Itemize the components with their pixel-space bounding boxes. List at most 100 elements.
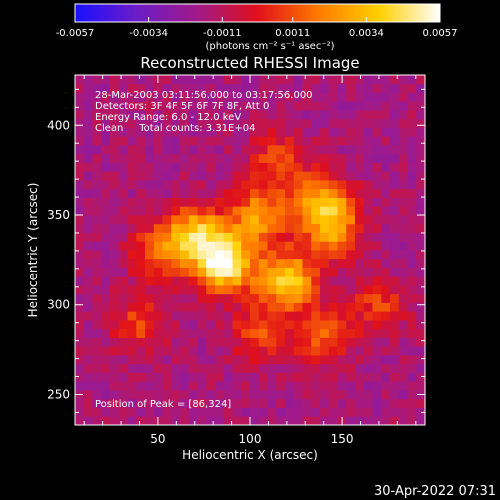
heatmap-cell <box>355 416 365 426</box>
heatmap-cell <box>75 241 85 251</box>
heatmap-cell <box>171 206 181 216</box>
heatmap-cell <box>293 363 303 373</box>
heatmap-cell <box>223 162 233 172</box>
heatmap-cell <box>232 250 242 260</box>
heatmap-cell <box>92 232 102 242</box>
heatmap-cell <box>127 127 137 137</box>
heatmap-cell <box>145 267 155 277</box>
heatmap-cell <box>188 188 198 198</box>
heatmap-cell <box>215 153 225 163</box>
heatmap-cell <box>285 267 295 277</box>
heatmap-cell <box>101 407 111 417</box>
heatmap-cell <box>267 180 277 190</box>
heatmap-cell <box>75 153 85 163</box>
heatmap-cell <box>381 197 391 207</box>
heatmap-cell <box>136 258 146 268</box>
heatmap-cell <box>267 258 277 268</box>
heatmap-cell <box>390 223 400 233</box>
heatmap-cell <box>206 188 216 198</box>
heatmap-cell <box>407 250 417 260</box>
heatmap-cell <box>346 416 356 426</box>
heatmap-cell <box>92 241 102 251</box>
heatmap-cell <box>293 136 303 146</box>
heatmap-cell <box>302 398 312 408</box>
heatmap-cell <box>337 153 347 163</box>
heatmap-cell <box>293 302 303 312</box>
heatmap-cell <box>293 390 303 400</box>
heatmap-cell <box>180 302 190 312</box>
heatmap-cell <box>363 276 373 286</box>
heatmap-cell <box>180 337 190 347</box>
heatmap-cell <box>276 171 286 181</box>
heatmap-cell <box>180 407 190 417</box>
heatmap-cell <box>232 285 242 295</box>
heatmap-cell <box>118 328 128 338</box>
heatmap-cell <box>215 171 225 181</box>
heatmap-cell <box>83 232 93 242</box>
heatmap-cell <box>346 346 356 356</box>
heatmap-cell <box>171 320 181 330</box>
heatmap-cell <box>285 127 295 137</box>
heatmap-cell <box>188 75 198 85</box>
heatmap-cell <box>162 285 172 295</box>
heatmap-cell <box>398 145 408 155</box>
heatmap-cell <box>180 118 190 128</box>
heatmap-cell <box>197 258 207 268</box>
heatmap-cell <box>320 311 330 321</box>
heatmap-cell <box>215 302 225 312</box>
heatmap-cell <box>197 153 207 163</box>
heatmap-cell <box>83 110 93 120</box>
heatmap-cell <box>197 75 207 85</box>
heatmap-cell <box>267 320 277 330</box>
heatmap-cell <box>250 302 260 312</box>
heatmap-cell <box>381 267 391 277</box>
heatmap-cell <box>407 407 417 417</box>
heatmap-cell <box>136 363 146 373</box>
heatmap-cell <box>267 101 277 111</box>
heatmap-cell <box>398 206 408 216</box>
heatmap-cell <box>75 206 85 216</box>
heatmap-cell <box>110 416 120 426</box>
heatmap-cell <box>328 250 338 260</box>
heatmap-cell <box>153 162 163 172</box>
heatmap-cell <box>276 215 286 225</box>
heatmap-cell <box>390 372 400 382</box>
heatmap-cell <box>83 197 93 207</box>
heatmap-cell <box>293 110 303 120</box>
heatmap-cell <box>92 206 102 216</box>
heatmap-cell <box>407 267 417 277</box>
heatmap-cell <box>197 118 207 128</box>
heatmap-cell <box>223 206 233 216</box>
heatmap-cell <box>258 180 268 190</box>
heatmap-cell <box>145 92 155 102</box>
heatmap-cell <box>153 250 163 260</box>
heatmap-cell <box>416 197 426 207</box>
heatmap-cell <box>311 337 321 347</box>
heatmap-cell <box>285 258 295 268</box>
heatmap-cell <box>267 145 277 155</box>
heatmap-cell <box>136 92 146 102</box>
heatmap-cell <box>390 381 400 391</box>
heatmap-cell <box>328 83 338 93</box>
heatmap-cell <box>110 258 120 268</box>
heatmap-cell <box>398 276 408 286</box>
heatmap-cell <box>223 153 233 163</box>
heatmap-cell <box>127 302 137 312</box>
heatmap-cell <box>398 241 408 251</box>
heatmap-cell <box>118 162 128 172</box>
heatmap-cell <box>92 83 102 93</box>
heatmap-cell <box>118 320 128 330</box>
heatmap-cell <box>390 302 400 312</box>
heatmap-cell <box>407 363 417 373</box>
heatmap-cell <box>267 83 277 93</box>
heatmap-cell <box>188 197 198 207</box>
heatmap-cell <box>407 188 417 198</box>
heatmap-cell <box>293 250 303 260</box>
heatmap-cell <box>398 346 408 356</box>
heatmap-cell <box>407 311 417 321</box>
heatmap-cell <box>311 346 321 356</box>
heatmap-cell <box>276 206 286 216</box>
heatmap-cell <box>171 267 181 277</box>
heatmap-cell <box>83 92 93 102</box>
heatmap-cell <box>180 145 190 155</box>
